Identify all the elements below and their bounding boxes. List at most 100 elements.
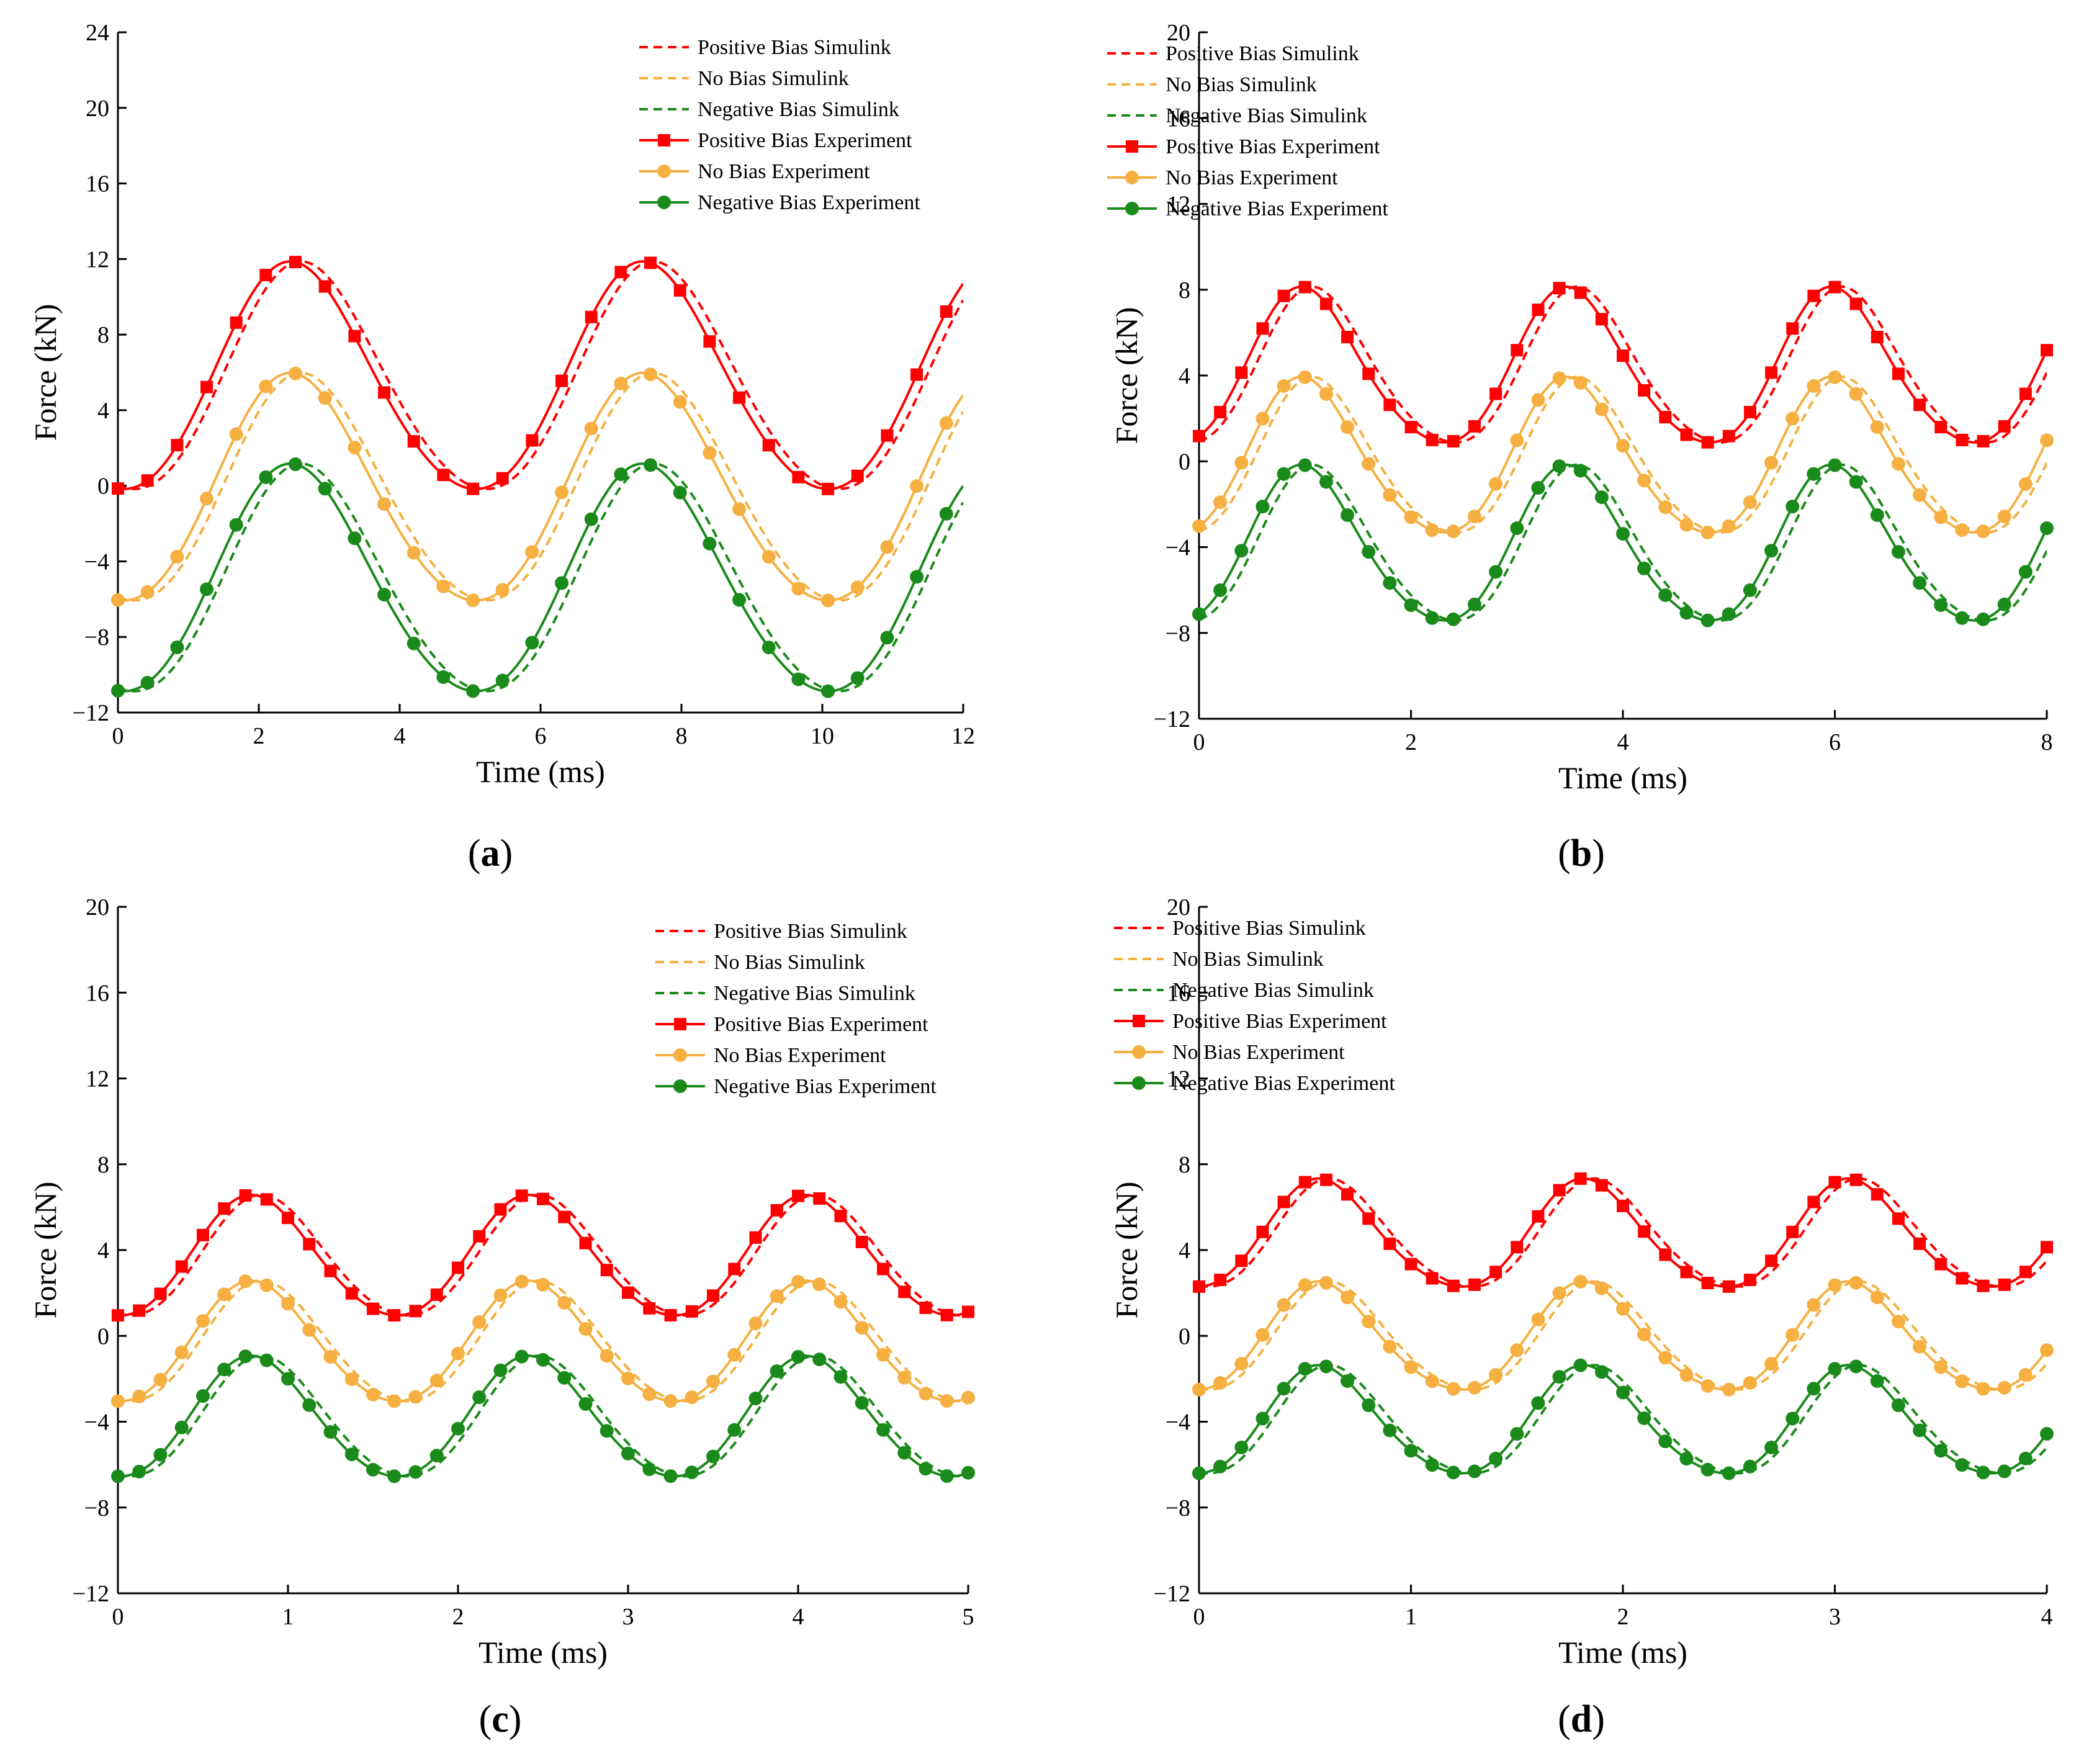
data-point	[345, 1287, 358, 1300]
data-point	[1446, 1382, 1460, 1396]
data-point	[229, 427, 243, 441]
data-point	[1679, 518, 1694, 532]
data-point	[2040, 1343, 2054, 1357]
data-point	[1362, 1315, 1376, 1329]
data-point	[493, 1363, 508, 1377]
data-point	[1786, 412, 1800, 426]
data-point	[1997, 1464, 2011, 1478]
data-point	[452, 1261, 464, 1274]
data-point	[812, 1277, 827, 1292]
data-point	[344, 1447, 359, 1462]
data-point	[1468, 420, 1481, 433]
data-point	[733, 391, 746, 404]
data-point	[850, 671, 865, 685]
data-point	[1659, 1248, 1672, 1261]
data-point	[170, 640, 184, 654]
data-point	[1362, 1398, 1376, 1413]
data-point	[855, 1396, 869, 1410]
x-tick-label: 4	[2041, 1604, 2053, 1630]
data-point	[1997, 510, 2011, 524]
data-point	[1807, 467, 1821, 481]
data-point	[1701, 436, 1714, 449]
data-point	[1977, 1279, 1990, 1292]
data-point	[813, 1192, 826, 1205]
data-point	[962, 1305, 974, 1318]
data-point	[171, 439, 184, 452]
series-neg-exp-line	[118, 462, 963, 693]
legend-label: Negative Bias Experiment	[1172, 1072, 1395, 1095]
legend-label: Positive Bias Simulink	[1172, 917, 1366, 940]
y-tick-label: −8	[84, 1495, 109, 1521]
data-point	[1553, 1184, 1566, 1197]
data-point	[289, 457, 303, 471]
series-no-sim-line	[118, 371, 963, 602]
data-point	[111, 1469, 125, 1483]
data-point	[200, 582, 214, 596]
data-point	[792, 470, 805, 484]
data-point	[2041, 344, 2053, 357]
data-point	[1617, 1199, 1629, 1212]
data-point	[1997, 1380, 2011, 1395]
legend-label: Positive Bias Experiment	[714, 1013, 928, 1036]
data-point	[1574, 1172, 1587, 1185]
y-tick-label: 0	[1179, 1323, 1190, 1349]
data-point	[493, 1288, 508, 1302]
data-point	[1638, 384, 1651, 397]
data-point	[1955, 611, 1969, 625]
x-tick-label: 2	[1405, 729, 1417, 755]
data-point	[1531, 1396, 1545, 1410]
data-point	[1722, 1466, 1736, 1480]
data-point	[2018, 565, 2033, 579]
data-point	[851, 469, 864, 482]
data-point	[1764, 1357, 1779, 1371]
x-tick-label: 3	[622, 1604, 634, 1630]
data-point	[643, 1302, 656, 1315]
data-point	[1658, 1434, 1673, 1449]
data-point	[919, 1387, 933, 1401]
data-point	[1807, 1382, 1821, 1396]
data-point	[111, 593, 125, 607]
data-point	[1786, 1225, 1799, 1238]
data-point	[2040, 433, 2054, 448]
legend-label: No Bias Experiment	[1172, 1041, 1345, 1064]
data-point	[1934, 1444, 1948, 1458]
data-point	[141, 474, 154, 487]
data-point	[289, 366, 303, 380]
x-tick-label: 12	[951, 723, 975, 749]
data-point	[855, 1321, 869, 1335]
y-tick-label: 16	[1167, 106, 1190, 132]
data-point	[770, 1364, 784, 1379]
data-point	[1977, 434, 1990, 448]
data-point	[1934, 1258, 1947, 1271]
data-point	[526, 434, 539, 447]
y-tick-label: −8	[84, 624, 109, 650]
data-point	[822, 482, 835, 495]
data-point	[366, 1462, 380, 1477]
legend-label: No Bias Simulink	[1172, 948, 1324, 971]
data-point	[1637, 561, 1651, 575]
data-point	[1298, 1176, 1311, 1189]
data-point	[196, 1389, 210, 1403]
data-point	[495, 673, 510, 688]
data-point	[1213, 583, 1228, 597]
data-point	[1743, 1274, 1756, 1287]
x-tick-label: 4	[793, 1604, 804, 1630]
data-point	[388, 1309, 401, 1322]
data-point	[1595, 1179, 1608, 1192]
data-point	[762, 439, 775, 452]
data-point	[1213, 495, 1228, 510]
series-no-sim-line	[1199, 1280, 2047, 1391]
data-point	[1679, 606, 1694, 620]
data-point	[703, 335, 716, 348]
data-point	[1319, 1276, 1333, 1290]
data-point	[1489, 387, 1503, 400]
data-point	[1425, 1458, 1439, 1472]
data-point	[1552, 1370, 1566, 1384]
legend-label: No Bias Simulink	[714, 951, 865, 974]
data-point	[1192, 1466, 1206, 1480]
data-point	[1594, 490, 1609, 505]
data-point	[910, 479, 924, 493]
data-point	[196, 1314, 210, 1328]
